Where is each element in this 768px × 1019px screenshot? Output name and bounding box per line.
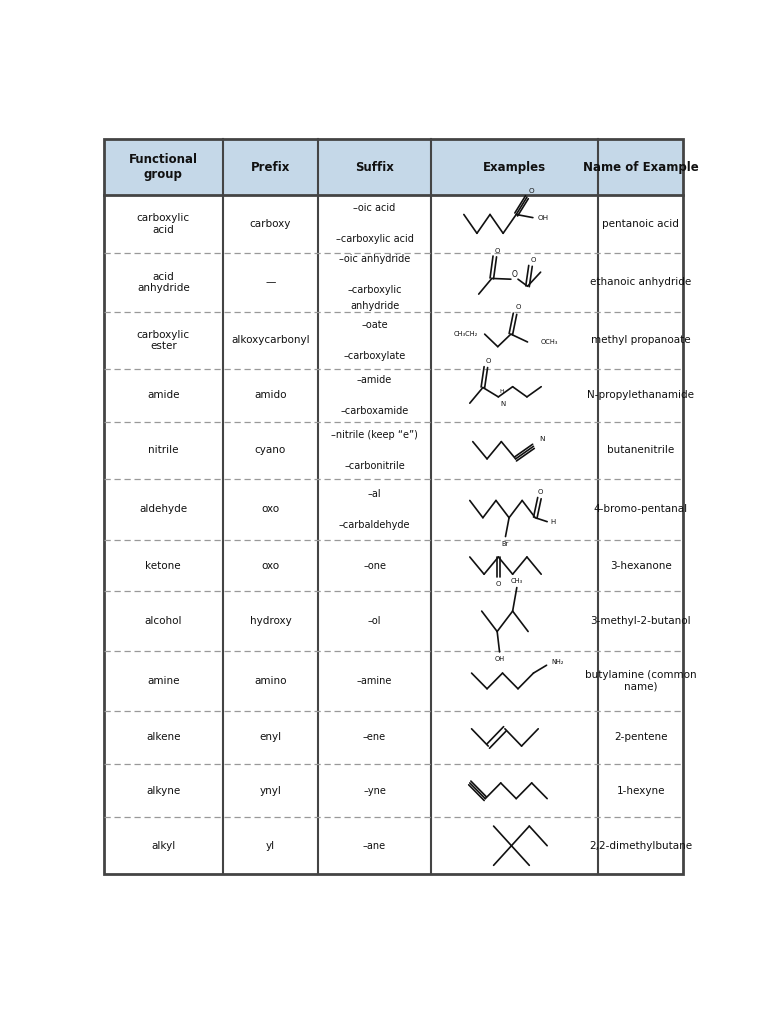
Text: O: O	[530, 258, 535, 263]
Text: 3-hexanone: 3-hexanone	[610, 560, 671, 571]
Text: 2,2-dimethylbutane: 2,2-dimethylbutane	[589, 841, 692, 851]
Text: –yne: –yne	[363, 786, 386, 796]
Text: OCH₃: OCH₃	[541, 339, 558, 345]
Text: –oic acid

–carboxylic acid: –oic acid –carboxylic acid	[336, 203, 413, 245]
Text: Suffix: Suffix	[355, 161, 394, 173]
Text: N-propylethanamide: N-propylethanamide	[587, 390, 694, 400]
Text: Prefix: Prefix	[250, 161, 290, 173]
Text: 1-hexyne: 1-hexyne	[617, 786, 665, 796]
Text: pentanoic acid: pentanoic acid	[602, 219, 679, 229]
Text: ynyl: ynyl	[260, 786, 281, 796]
Text: alkoxycarbonyl: alkoxycarbonyl	[231, 335, 310, 345]
Text: OH: OH	[495, 656, 505, 662]
Text: 3-methyl-2-butanol: 3-methyl-2-butanol	[591, 616, 691, 627]
Text: Name of Example: Name of Example	[583, 161, 698, 173]
Text: hydroxy: hydroxy	[250, 616, 291, 627]
Text: aldehyde: aldehyde	[139, 504, 187, 515]
Text: carboxylic
acid: carboxylic acid	[137, 213, 190, 234]
Text: carboxylic
ester: carboxylic ester	[137, 329, 190, 352]
Text: O: O	[495, 581, 501, 587]
Text: N: N	[539, 436, 545, 442]
Text: ketone: ketone	[145, 560, 181, 571]
Text: CH₃: CH₃	[511, 579, 523, 584]
Text: amine: amine	[147, 676, 180, 686]
Text: alcohol: alcohol	[144, 616, 182, 627]
Text: –ane: –ane	[363, 841, 386, 851]
Bar	[104, 139, 684, 196]
Text: NH₂: NH₂	[551, 659, 564, 665]
Text: –ol: –ol	[368, 616, 381, 627]
Text: carboxy: carboxy	[250, 219, 291, 229]
Text: O: O	[495, 248, 500, 254]
Text: enyl: enyl	[260, 733, 281, 743]
Text: alkene: alkene	[146, 733, 180, 743]
Text: acid
anhydride: acid anhydride	[137, 271, 190, 293]
Text: CH₃CH₂: CH₃CH₂	[453, 331, 478, 337]
Text: cyano: cyano	[255, 445, 286, 455]
Text: —: —	[265, 277, 276, 287]
Text: OH: OH	[538, 215, 549, 220]
Text: alkyne: alkyne	[146, 786, 180, 796]
Text: –one: –one	[363, 560, 386, 571]
Text: O: O	[511, 270, 518, 279]
Text: butanenitrile: butanenitrile	[607, 445, 674, 455]
Text: alkyl: alkyl	[151, 841, 175, 851]
Text: Functional
group: Functional group	[129, 153, 197, 181]
Text: amido: amido	[254, 390, 286, 400]
Text: –nitrile (keep “e”)

–carbonitrile: –nitrile (keep “e”) –carbonitrile	[331, 430, 418, 471]
Text: N: N	[501, 400, 506, 407]
Text: O: O	[528, 187, 534, 194]
Text: H: H	[499, 389, 504, 393]
Text: oxo: oxo	[261, 504, 280, 515]
Text: 4-bromo-pentanal: 4-bromo-pentanal	[594, 504, 687, 515]
Text: methyl propanoate: methyl propanoate	[591, 335, 690, 345]
Text: Examples: Examples	[483, 161, 546, 173]
Text: butylamine (common
name): butylamine (common name)	[584, 671, 697, 692]
Text: yl: yl	[266, 841, 275, 851]
Text: –ene: –ene	[363, 733, 386, 743]
Text: O: O	[485, 358, 491, 364]
Text: H: H	[550, 519, 555, 525]
Text: 2-pentene: 2-pentene	[614, 733, 667, 743]
Text: –amine: –amine	[357, 676, 392, 686]
Text: Br: Br	[502, 541, 509, 546]
Text: nitrile: nitrile	[148, 445, 178, 455]
Text: O: O	[515, 305, 521, 311]
Text: –amide

–carboxamide: –amide –carboxamide	[340, 375, 409, 416]
Text: oxo: oxo	[261, 560, 280, 571]
Text: amino: amino	[254, 676, 286, 686]
Text: amide: amide	[147, 390, 180, 400]
Text: –oic anhydride

–carboxylic
anhydride: –oic anhydride –carboxylic anhydride	[339, 254, 410, 311]
Text: O: O	[538, 489, 543, 495]
Text: –al

–carbaldehyde: –al –carbaldehyde	[339, 488, 410, 530]
Text: ethanoic anhydride: ethanoic anhydride	[590, 277, 691, 287]
Text: –oate

–carboxylate: –oate –carboxylate	[343, 320, 406, 361]
